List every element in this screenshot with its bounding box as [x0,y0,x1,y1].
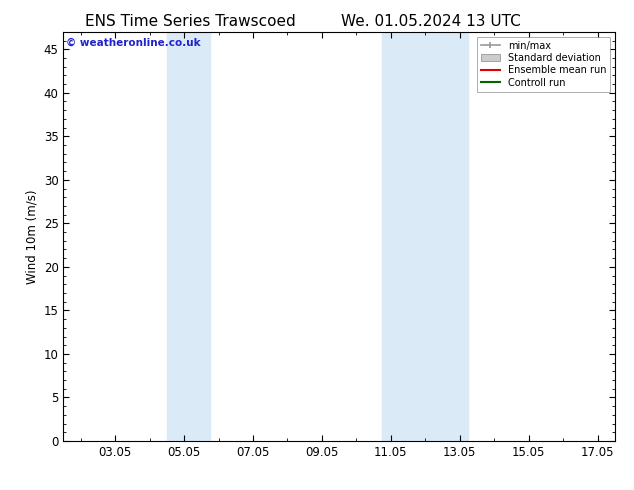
Text: © weatheronline.co.uk: © weatheronline.co.uk [66,38,201,48]
Y-axis label: Wind 10m (m/s): Wind 10m (m/s) [25,189,38,284]
Bar [167,32,210,441]
Bar [382,32,469,441]
Text: We. 01.05.2024 13 UTC: We. 01.05.2024 13 UTC [341,14,521,29]
Legend: min/max, Standard deviation, Ensemble mean run, Controll run: min/max, Standard deviation, Ensemble me… [477,37,610,92]
Text: ENS Time Series Trawscoed: ENS Time Series Trawscoed [85,14,295,29]
